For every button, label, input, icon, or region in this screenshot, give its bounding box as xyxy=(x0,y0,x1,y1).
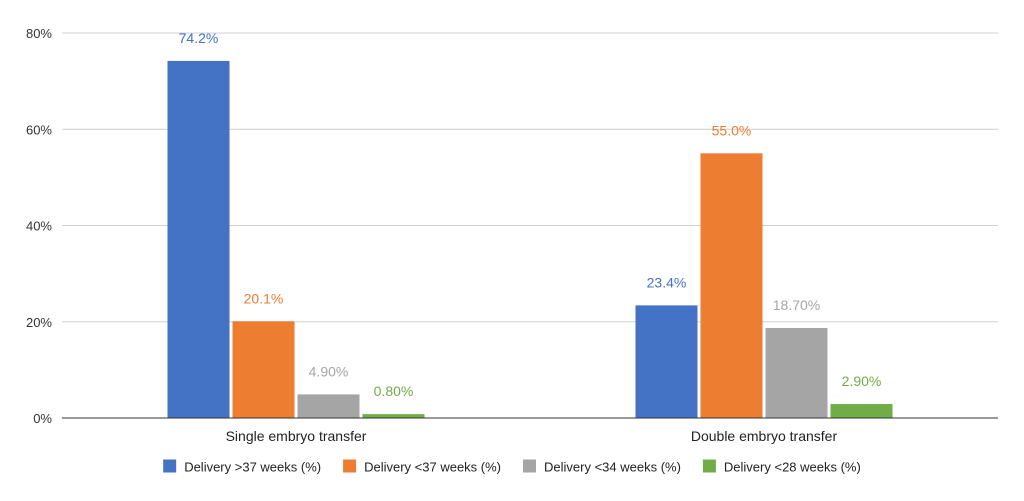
legend-label: Delivery >37 weeks (%) xyxy=(184,460,321,475)
legend-label: Delivery <37 weeks (%) xyxy=(364,460,501,475)
y-tick-label: 0% xyxy=(33,411,52,426)
data-label: 55.0% xyxy=(712,122,752,138)
legend-swatch xyxy=(163,459,177,473)
data-label: 20.1% xyxy=(244,290,284,306)
bar xyxy=(297,394,360,418)
y-tick-label: 80% xyxy=(26,26,52,41)
legend-swatch xyxy=(523,459,536,473)
legend-label: Delivery <28 weeks (%) xyxy=(724,460,861,475)
legend-swatch xyxy=(343,459,357,473)
data-label: 4.90% xyxy=(309,363,349,379)
legend-swatch xyxy=(702,459,716,473)
data-label: 0.80% xyxy=(374,383,414,399)
data-label: 74.2% xyxy=(179,30,219,46)
x-tick-label: Single embryo transfer xyxy=(226,428,367,444)
bar xyxy=(765,328,828,418)
bar xyxy=(700,153,763,418)
x-tick-label: Double embryo transfer xyxy=(691,428,838,444)
data-label: 18.70% xyxy=(773,297,820,313)
bar xyxy=(830,404,893,418)
bar xyxy=(362,414,425,418)
legend-label: Delivery <34 weeks (%) xyxy=(544,460,681,475)
y-tick-label: 60% xyxy=(26,122,52,137)
bar xyxy=(232,321,295,418)
bar xyxy=(635,305,698,418)
y-tick-label: 20% xyxy=(26,315,52,330)
y-tick-label: 40% xyxy=(26,219,52,234)
data-label: 23.4% xyxy=(647,274,687,290)
bar xyxy=(167,60,230,418)
data-label: 2.90% xyxy=(842,373,882,389)
